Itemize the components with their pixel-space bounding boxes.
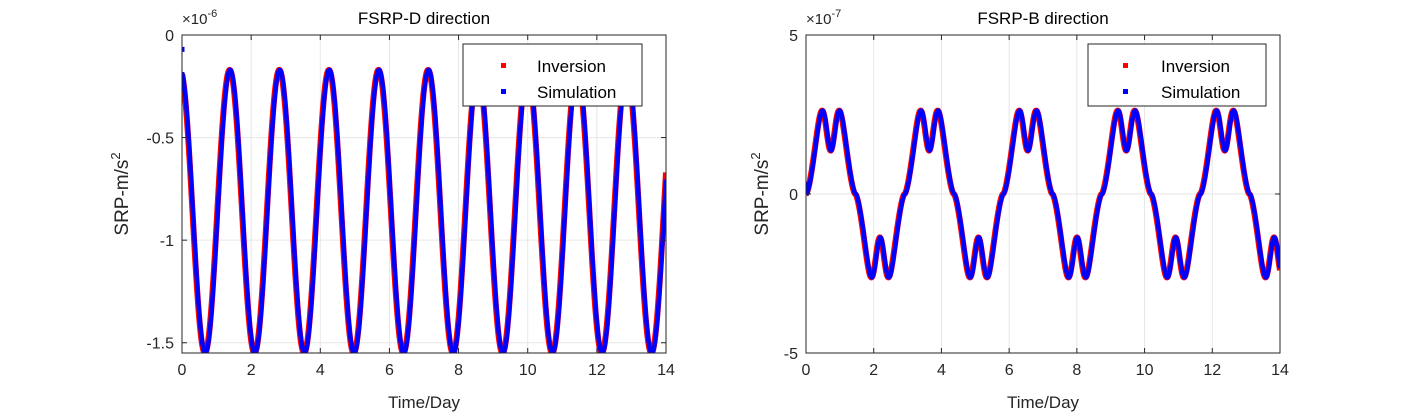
- chart-title: FSRP-B direction: [977, 9, 1108, 28]
- x-tick-label: 0: [178, 362, 187, 379]
- legend-marker-simulation: [501, 89, 506, 94]
- legend-marker-inversion: [501, 63, 506, 68]
- axes-frame: [181, 34, 667, 354]
- x-tick-label: 6: [1005, 362, 1014, 379]
- y-axis-label-superscript: 2: [748, 152, 763, 159]
- chart-fsrp-d: 0 2 4 6 8 10 12 140-0.5-1-1.5 FSRP-D direction …: [108, 8, 675, 412]
- x-tick-label: 2: [247, 362, 256, 379]
- x-tick-label: 8: [454, 362, 463, 379]
- y-axis-exponent-power: -6: [207, 8, 217, 20]
- axis-ticks: 0 2 4 6 8 10 12 14 0 -0.5 -1 -1.5: [146, 28, 675, 379]
- legend-label-simulation: Simulation: [1161, 83, 1240, 102]
- x-axis-label: Time/Day: [1007, 393, 1080, 412]
- x-tick-label: 0: [802, 362, 811, 379]
- x-tick-label: 2: [869, 362, 878, 379]
- x-tick-label: 10: [1136, 362, 1154, 379]
- series-simulation: [806, 108, 1280, 280]
- y-tick-label: -0.5: [146, 131, 174, 148]
- legend-box: [462, 43, 643, 107]
- x-tick-label: 14: [1271, 362, 1289, 379]
- series-simulation: [182, 67, 666, 353]
- y-axis-exponent: ×10-7: [806, 8, 841, 28]
- y-axis-label-main: SRP-m/s: [112, 160, 133, 236]
- x-tick-label: 6: [385, 362, 394, 379]
- y-axis-exponent: ×10-6: [182, 8, 217, 28]
- y-axis-label-main: SRP-m/s: [752, 160, 773, 236]
- x-tick-label: 8: [1072, 362, 1081, 379]
- legend-label-simulation: Simulation: [537, 83, 616, 102]
- x-axis-label: Time/Day: [388, 393, 461, 412]
- y-tick-label: 0: [165, 28, 174, 45]
- legend-label-inversion: Inversion: [537, 57, 606, 76]
- y-tick-label: -1: [160, 233, 174, 250]
- x-tick-label: 10: [519, 362, 537, 379]
- data-series: [182, 46, 666, 353]
- x-tick-label: 14: [657, 362, 675, 379]
- y-tick-label: 5: [789, 28, 798, 45]
- y-axis-label: SRP-m/s2: [108, 152, 133, 235]
- y-tick-label: -5: [784, 346, 798, 363]
- legend-marker-inversion: [1123, 63, 1128, 68]
- x-tick-label: 4: [937, 362, 946, 379]
- legend-label-inversion: Inversion: [1161, 57, 1230, 76]
- series-start-point-simulation: [806, 181, 809, 187]
- y-tick-label: 0: [789, 187, 798, 204]
- y-axis-exponent-base: ×10: [806, 11, 831, 28]
- legend-box: [1087, 43, 1267, 107]
- data-series: [806, 107, 1280, 281]
- chart-title: FSRP-D direction: [358, 9, 490, 28]
- y-axis-label: SRP-m/s2: [748, 152, 773, 235]
- x-tick-label: 12: [1203, 362, 1221, 379]
- y-axis-label-superscript: 2: [108, 152, 123, 159]
- x-tick-label: 12: [588, 362, 606, 379]
- legend-marker-simulation: [1123, 89, 1128, 94]
- series-start-point-simulation: [182, 46, 185, 52]
- x-tick-label: 4: [316, 362, 325, 379]
- y-axis-exponent-power: -7: [831, 8, 841, 20]
- legend: Inversion Simulation: [1087, 43, 1267, 107]
- y-tick-label: -1.5: [146, 336, 174, 353]
- legend: Inversion Simulation: [462, 43, 643, 107]
- y-axis-exponent-base: ×10: [182, 11, 207, 28]
